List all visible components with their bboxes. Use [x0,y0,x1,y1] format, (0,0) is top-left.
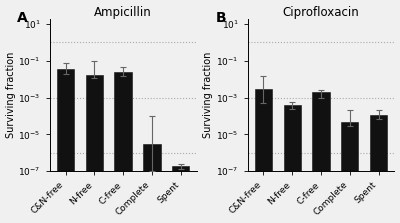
Bar [57,69,74,223]
Y-axis label: Surviving fraction: Surviving fraction [204,52,214,138]
Title: Ciprofloxacin: Ciprofloxacin [283,6,359,19]
Bar [284,105,301,223]
Bar [341,122,358,223]
Bar [312,92,330,223]
Bar [172,166,189,223]
Bar [143,144,160,223]
Title: Ampicillin: Ampicillin [94,6,152,19]
Bar [114,72,132,223]
Bar [86,75,103,223]
Bar [255,89,272,223]
Bar [370,115,387,223]
Y-axis label: Surviving fraction: Surviving fraction [6,52,16,138]
Text: B: B [215,11,226,25]
Text: A: A [17,11,28,25]
